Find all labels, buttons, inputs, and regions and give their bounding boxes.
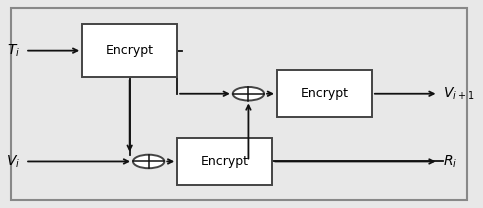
Circle shape bbox=[133, 155, 164, 168]
Text: Encrypt: Encrypt bbox=[300, 87, 348, 100]
FancyBboxPatch shape bbox=[82, 24, 177, 77]
FancyBboxPatch shape bbox=[177, 138, 272, 185]
Text: $R_i$: $R_i$ bbox=[443, 153, 457, 170]
FancyBboxPatch shape bbox=[277, 70, 372, 117]
Circle shape bbox=[233, 87, 264, 100]
Text: $T_i$: $T_i$ bbox=[7, 42, 20, 59]
Text: $V_{i+1}$: $V_{i+1}$ bbox=[443, 85, 475, 102]
Text: Encrypt: Encrypt bbox=[106, 44, 154, 57]
Text: $V_i$: $V_i$ bbox=[6, 153, 20, 170]
Text: Encrypt: Encrypt bbox=[200, 155, 249, 168]
